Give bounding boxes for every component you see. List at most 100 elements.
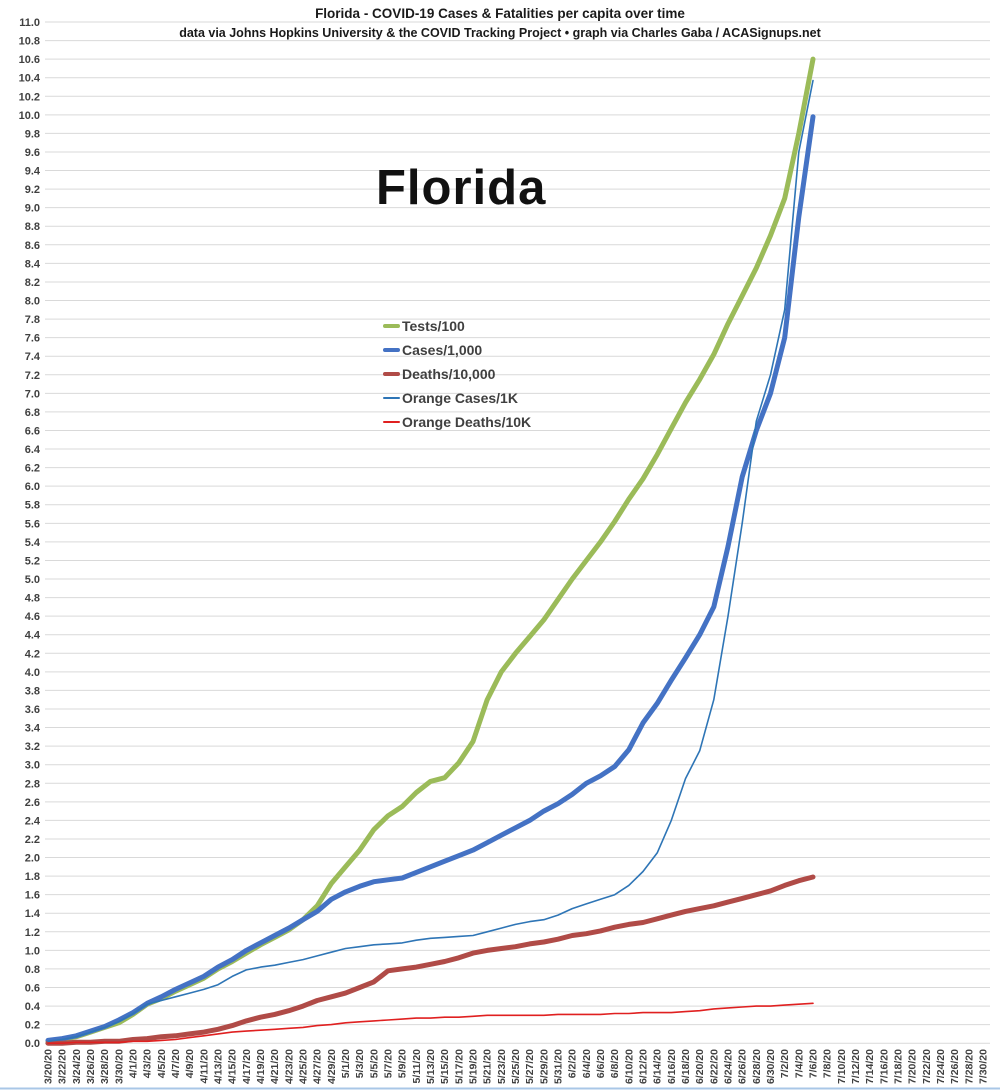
x-tick-label: 7/6/20	[808, 1049, 820, 1078]
x-tick-label: 7/26/20	[949, 1049, 961, 1084]
x-tick-label: 7/4/20	[793, 1049, 805, 1078]
y-tick-label: 1.4	[25, 908, 41, 920]
x-tick-label: 3/22/20	[57, 1049, 69, 1084]
x-tick-label: 7/8/20	[822, 1049, 834, 1078]
legend-label-cases: Cases/1,000	[402, 342, 483, 358]
x-tick-label: 5/17/20	[453, 1049, 465, 1084]
y-tick-label: 2.8	[25, 778, 40, 790]
y-tick-label: 6.6	[25, 425, 40, 437]
x-tick-label: 3/20/20	[43, 1049, 55, 1084]
y-tick-label: 2.6	[25, 797, 40, 809]
x-tick-label: 7/14/20	[864, 1049, 876, 1084]
x-tick-label: 4/9/20	[184, 1049, 196, 1078]
y-tick-label: 2.0	[25, 853, 40, 865]
y-tick-label: 9.4	[25, 166, 41, 178]
y-tick-label: 10.6	[19, 54, 40, 66]
legend-swatch-tests	[383, 324, 400, 328]
y-tick-label: 5.6	[25, 518, 40, 530]
x-tick-label: 5/25/20	[510, 1049, 522, 1084]
legend-label-tests: Tests/100	[402, 318, 465, 334]
x-tick-label: 5/15/20	[439, 1049, 451, 1084]
x-tick-label: 3/30/20	[113, 1049, 125, 1084]
x-tick-label: 5/9/20	[397, 1049, 409, 1078]
y-tick-label: 6.2	[25, 463, 40, 475]
y-tick-label: 5.4	[25, 537, 41, 549]
legend-label-deaths: Deaths/10,000	[402, 366, 496, 382]
legend-item-orange-deaths: Orange Deaths/10K	[383, 410, 531, 434]
x-tick-label: 5/13/20	[425, 1049, 437, 1084]
legend-item-orange-cases: Orange Cases/1K	[383, 386, 531, 410]
x-tick-label: 4/23/20	[283, 1049, 295, 1084]
y-tick-label: 1.6	[25, 890, 40, 902]
series-line-orange-deaths-10k	[47, 1002, 814, 1044]
x-tick-label: 6/6/20	[595, 1049, 607, 1078]
y-tick-label: 7.2	[25, 370, 40, 382]
y-tick-label: 5.2	[25, 555, 40, 567]
x-tick-label: 7/18/20	[893, 1049, 905, 1084]
y-tick-label: 7.0	[25, 388, 40, 400]
x-tick-label: 4/7/20	[170, 1049, 182, 1078]
x-tick-label: 6/24/20	[723, 1049, 735, 1084]
x-tick-label: 6/10/20	[623, 1049, 635, 1084]
x-tick-label: 3/26/20	[85, 1049, 97, 1084]
x-tick-label: 5/27/20	[524, 1049, 536, 1084]
x-tick-label: 7/16/20	[878, 1049, 890, 1084]
x-tick-label: 7/24/20	[935, 1049, 947, 1084]
x-tick-label: 6/26/20	[737, 1049, 749, 1084]
y-tick-label: 4.8	[25, 593, 40, 605]
y-tick-label: 0.0	[25, 1038, 40, 1050]
x-tick-label: 7/20/20	[907, 1049, 919, 1084]
x-tick-label: 5/11/20	[411, 1049, 423, 1084]
y-tick-label: 8.8	[25, 221, 40, 233]
y-tick-label: 8.2	[25, 277, 40, 289]
y-tick-label: 7.8	[25, 314, 40, 326]
chart-title: Florida - COVID-19 Cases & Fatalities pe…	[315, 6, 685, 21]
x-tick-label: 5/19/20	[468, 1049, 480, 1084]
x-tick-label: 7/10/20	[836, 1049, 848, 1084]
legend-label-orange-deaths: Orange Deaths/10K	[402, 414, 532, 430]
y-tick-label: 11.0	[19, 17, 40, 29]
x-tick-label: 4/3/20	[142, 1049, 154, 1078]
y-tick-label: 5.8	[25, 500, 40, 512]
y-tick-label: 8.6	[25, 240, 40, 252]
x-tick-label: 7/22/20	[921, 1049, 933, 1084]
x-tick-label: 6/14/20	[652, 1049, 664, 1084]
x-tick-label: 4/25/20	[298, 1049, 310, 1084]
y-tick-label: 10.8	[19, 36, 40, 48]
y-tick-label: 3.2	[25, 741, 40, 753]
legend-swatch-deaths	[383, 372, 400, 376]
x-tick-label: 6/8/20	[609, 1049, 621, 1078]
x-tick-label: 5/1/20	[340, 1049, 352, 1078]
x-tick-label: 4/29/20	[326, 1049, 338, 1084]
y-tick-label: 4.6	[25, 611, 40, 623]
y-tick-label: 0.8	[25, 964, 40, 976]
gridlines	[45, 21, 990, 1044]
legend-item-deaths: Deaths/10,000	[383, 362, 531, 386]
y-tick-label: 7.6	[25, 333, 40, 345]
y-tick-label: 0.6	[25, 982, 40, 994]
x-tick-label: 4/5/20	[156, 1049, 168, 1078]
y-tick-label: 4.2	[25, 648, 40, 660]
y-tick-label: 2.2	[25, 834, 40, 846]
y-tick-label: 0.2	[25, 1020, 40, 1032]
y-tick-label: 3.0	[25, 760, 40, 772]
legend-label-orange-cases: Orange Cases/1K	[402, 390, 518, 406]
x-tick-label: 5/5/20	[368, 1049, 380, 1078]
x-tick-label: 6/12/20	[638, 1049, 650, 1084]
y-axis-tick-labels: 0.0 0.2 0.4 0.6 0.8 1.0 1.2 1.4 1.6 1.8 2.0 2.2 2.4 2…	[19, 17, 41, 1050]
x-tick-label: 4/1/20	[128, 1049, 140, 1078]
y-tick-label: 0.4	[25, 1001, 41, 1013]
y-tick-label: 10.0	[19, 110, 40, 122]
x-tick-label: 6/30/20	[765, 1049, 777, 1084]
x-tick-label: 5/29/20	[538, 1049, 550, 1084]
y-tick-label: 5.0	[25, 574, 40, 586]
series-line-orange-cases-1k	[47, 79, 814, 1043]
y-tick-label: 6.4	[25, 444, 41, 456]
x-tick-label: 3/28/20	[99, 1049, 111, 1084]
y-tick-label: 1.8	[25, 871, 40, 883]
series-line-cases-1-000	[45, 114, 816, 1043]
legend-item-tests: Tests/100	[383, 314, 531, 338]
y-tick-label: 6.0	[25, 481, 40, 493]
